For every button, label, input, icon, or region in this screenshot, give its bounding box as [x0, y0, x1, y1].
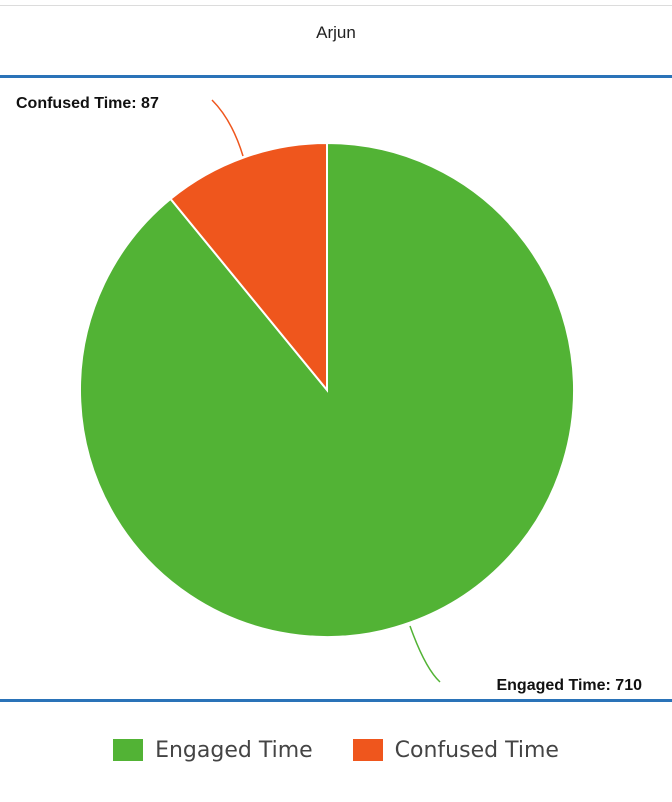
top-border: [0, 5, 672, 6]
pie-chart-area: Engaged Time: 710 Confused Time: 87: [0, 78, 672, 699]
top-divider: [0, 75, 672, 78]
legend-item-confused[interactable]: Confused Time: [352, 737, 559, 763]
bottom-divider: [0, 699, 672, 702]
chart-legend: Engaged Time Confused Time: [0, 700, 672, 800]
legend-item-engaged[interactable]: Engaged Time: [113, 738, 313, 763]
leader-line-engaged: [409, 625, 441, 683]
chart-title: Arjun: [316, 23, 356, 42]
data-label-engaged: Engaged Time: 710: [496, 677, 642, 694]
leader-line-confused: [211, 99, 244, 157]
legend-swatch-confused: [352, 739, 383, 761]
chart-header: Arjun: [0, 6, 672, 74]
pie-slice-engaged[interactable]: [79, 141, 575, 638]
legend-swatch-engaged: [113, 739, 144, 761]
data-label-confused: Confused Time: 87: [16, 95, 159, 112]
pie-slice-confused[interactable]: [169, 141, 328, 393]
pie-chart: Engaged Time: 710 Confused Time: 87: [16, 95, 642, 694]
legend-label-engaged: Engaged Time: [155, 737, 313, 763]
legend-label-confused: Confused Time: [394, 737, 559, 763]
